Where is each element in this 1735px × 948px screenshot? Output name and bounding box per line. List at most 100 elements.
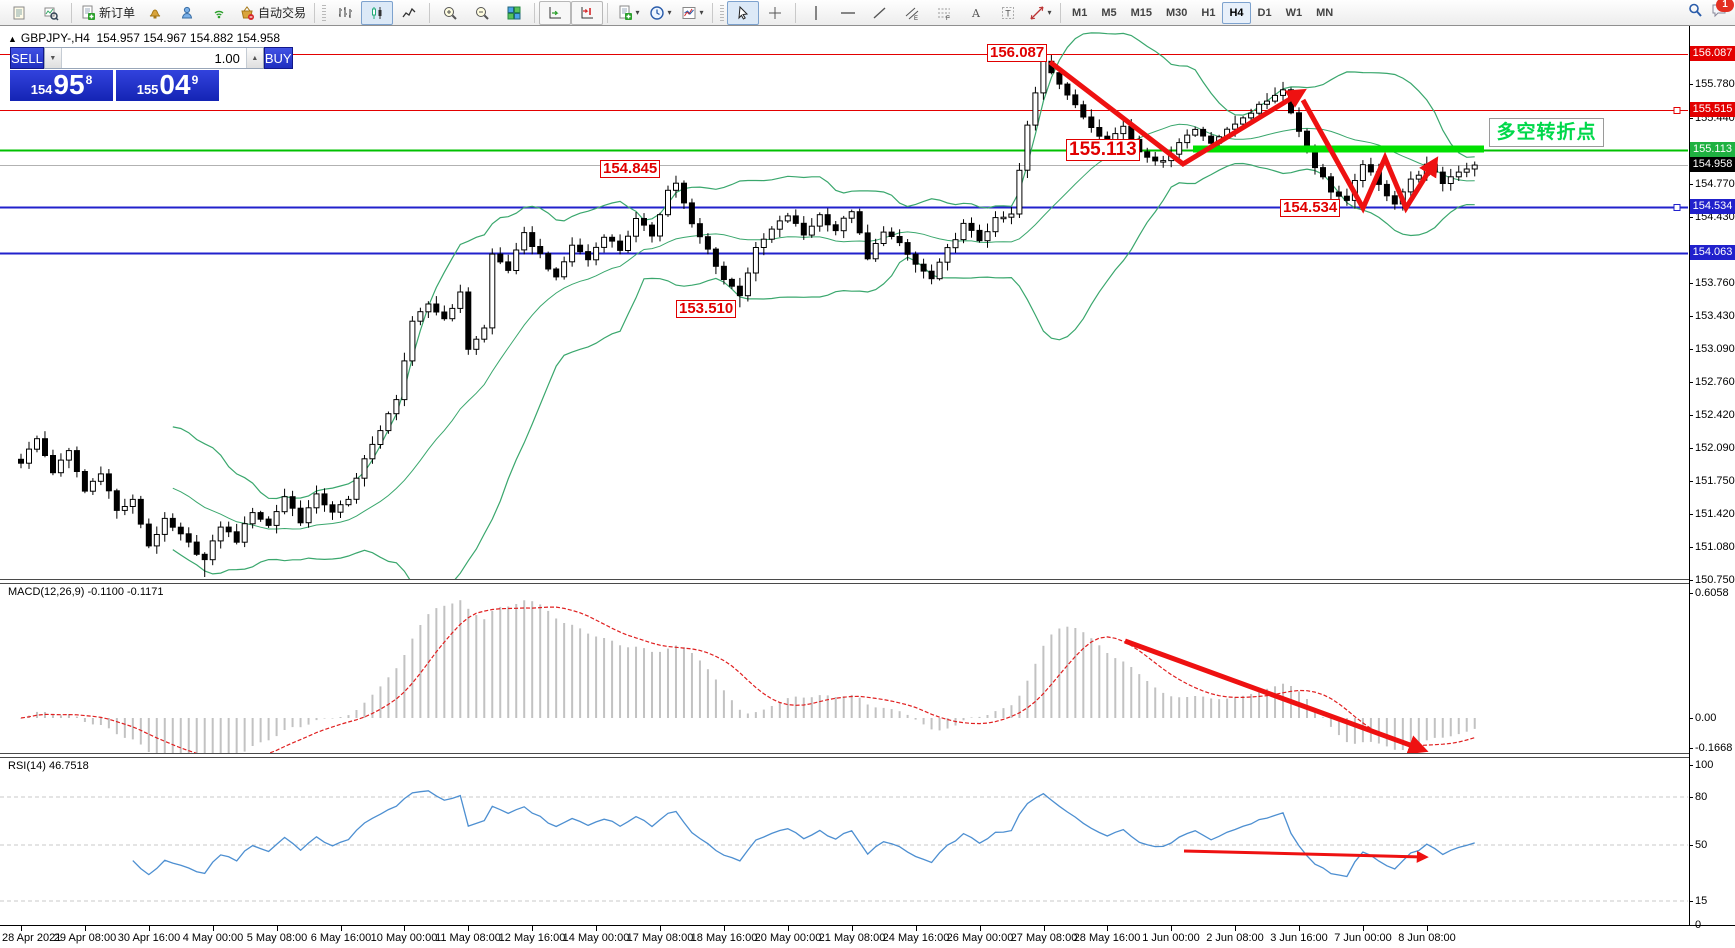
triangle-down-icon: ▼ xyxy=(49,54,57,62)
time-tick-label: 28 May 16:00 xyxy=(1073,932,1141,944)
dropdown-arrow-icon[interactable]: ▾ xyxy=(667,8,672,17)
time-tick-mark xyxy=(85,926,86,931)
zoom-in-button[interactable] xyxy=(434,1,466,25)
textA-icon: A xyxy=(968,5,984,21)
periods-button[interactable]: ▾ xyxy=(644,1,676,25)
price-tick-label: 150.750 xyxy=(1695,574,1735,586)
tline-icon xyxy=(872,5,888,21)
annotation-price-label[interactable]: 156.087 xyxy=(987,44,1048,62)
price-badge: 154.534 xyxy=(1690,199,1735,214)
time-tick-label: 21 May 08:00 xyxy=(818,932,886,944)
timeframe-m5-button[interactable]: M5 xyxy=(1101,6,1117,19)
time-tick-mark xyxy=(404,926,405,931)
time-tick-mark xyxy=(277,926,278,931)
arrows-button[interactable]: ▾ xyxy=(1024,1,1056,25)
price-tick-mark xyxy=(1689,84,1693,85)
volume-input[interactable] xyxy=(61,48,246,68)
price-chart-pane[interactable] xyxy=(0,26,1689,579)
rsi-pane[interactable] xyxy=(0,757,1689,925)
annotation-price-label[interactable]: 153.510 xyxy=(676,300,737,318)
dropdown-arrow-icon[interactable]: ▾ xyxy=(1047,8,1052,17)
community-button[interactable] xyxy=(171,1,203,25)
candlestick-chart-button[interactable] xyxy=(361,0,394,25)
cursor-button[interactable] xyxy=(727,0,760,25)
toolbar-grip[interactable] xyxy=(720,4,725,21)
volume-increase-button[interactable]: ▲ xyxy=(245,48,263,68)
autotrading-button[interactable]: 自动交易 xyxy=(235,1,310,25)
signals-button[interactable] xyxy=(203,1,235,25)
sell-button[interactable]: SELL xyxy=(10,47,44,69)
time-axis[interactable]: 28 Apr 2021 29 Apr 08:00 30 Apr 16:00 4 May… xyxy=(0,925,1735,948)
crosshair-button[interactable] xyxy=(759,1,791,25)
zoom-out-button[interactable] xyxy=(466,1,498,25)
text-button[interactable]: A xyxy=(960,1,992,25)
price-tick-mark xyxy=(1689,316,1693,317)
rsi-tick-mark xyxy=(1689,925,1693,926)
timeframe-h4-button[interactable]: H4 xyxy=(1222,1,1251,24)
time-tick-label: 5 May 08:00 xyxy=(246,932,308,944)
chart-shift-button[interactable] xyxy=(571,0,604,25)
fibo-icon: F xyxy=(936,5,952,21)
time-tick-mark xyxy=(724,926,725,931)
auto-scroll-button[interactable] xyxy=(539,0,572,25)
text-label-button[interactable]: T xyxy=(992,1,1024,25)
chart-review-button[interactable] xyxy=(35,1,67,25)
rsi-tick-label: 50 xyxy=(1695,839,1708,851)
timeframe-d1-button[interactable]: D1 xyxy=(1257,6,1272,19)
timeframe-m30-button[interactable]: M30 xyxy=(1166,6,1188,19)
candles-icon xyxy=(369,5,385,21)
timeframe-m1-button[interactable]: M1 xyxy=(1072,6,1088,19)
time-tick-mark xyxy=(1044,926,1045,931)
dropdown-arrow-icon[interactable]: ▾ xyxy=(635,8,640,17)
toolbar-grip[interactable] xyxy=(322,4,327,21)
bars-icon xyxy=(337,5,353,21)
indicators-button[interactable]: ▾ xyxy=(612,1,644,25)
price-axis[interactable] xyxy=(1689,26,1735,925)
annotation-price-label[interactable]: 155.113 xyxy=(1066,139,1140,161)
time-tick-mark xyxy=(1107,926,1108,931)
timeframe-mn-button[interactable]: MN xyxy=(1316,6,1334,19)
templates-button[interactable]: ▾ xyxy=(676,1,708,25)
line-chart-button[interactable] xyxy=(393,1,425,25)
dropdown-arrow-icon[interactable]: ▾ xyxy=(699,8,704,17)
equidistant-channel-button[interactable]: E xyxy=(896,1,928,25)
macd-tick-label: 0.00 xyxy=(1695,712,1717,724)
collapse-arrow-icon[interactable]: ▲ xyxy=(8,34,17,44)
turning-point-note[interactable]: 多空转折点 xyxy=(1489,118,1604,147)
new-order-button[interactable]: 新订单 xyxy=(76,1,139,25)
time-tick-label: 26 May 00:00 xyxy=(946,932,1014,944)
sell-price-pip: 8 xyxy=(85,73,93,87)
pane-separator[interactable] xyxy=(0,753,1689,758)
time-tick-label: 11 May 08:00 xyxy=(435,932,501,944)
tile-windows-button[interactable] xyxy=(498,1,530,25)
pane-separator[interactable] xyxy=(0,579,1689,584)
trendline-button[interactable] xyxy=(864,1,896,25)
macd-pane[interactable] xyxy=(0,582,1689,754)
price-tick-label: 152.760 xyxy=(1695,376,1735,388)
triangle-up-icon: ▲ xyxy=(251,54,259,62)
annotation-price-label[interactable]: 154.534 xyxy=(1280,199,1341,217)
terminal-panel-button[interactable] xyxy=(3,1,35,25)
time-tick-mark xyxy=(213,926,214,931)
volume-decrease-button[interactable]: ▼ xyxy=(44,48,62,68)
sell-price[interactable]: 154 95 8 xyxy=(10,70,113,101)
fibonacci-button[interactable]: F xyxy=(928,1,960,25)
timeframe-w1-button[interactable]: W1 xyxy=(1285,6,1303,19)
time-tick-mark xyxy=(1171,926,1172,931)
horizontal-line-button[interactable] xyxy=(832,1,864,25)
notifications-icon[interactable]: 1 xyxy=(1711,0,1734,23)
vertical-line-button[interactable] xyxy=(800,1,832,25)
annotation-price-label[interactable]: 154.845 xyxy=(600,160,661,178)
alerts-button[interactable] xyxy=(139,1,171,25)
timeframe-h1-button[interactable]: H1 xyxy=(1201,6,1216,19)
timeframe-m15-button[interactable]: M15 xyxy=(1130,6,1152,19)
toolbar-button-label: 自动交易 xyxy=(258,6,307,20)
search-icon[interactable] xyxy=(1687,2,1703,23)
rsi-tick-label: 0 xyxy=(1695,919,1702,931)
docplus-icon xyxy=(80,5,96,21)
bar-chart-button[interactable] xyxy=(329,1,361,25)
buy-price[interactable]: 155 04 9 xyxy=(116,70,219,101)
buy-button[interactable]: BUY xyxy=(263,47,293,69)
zoomin-icon xyxy=(442,5,458,21)
